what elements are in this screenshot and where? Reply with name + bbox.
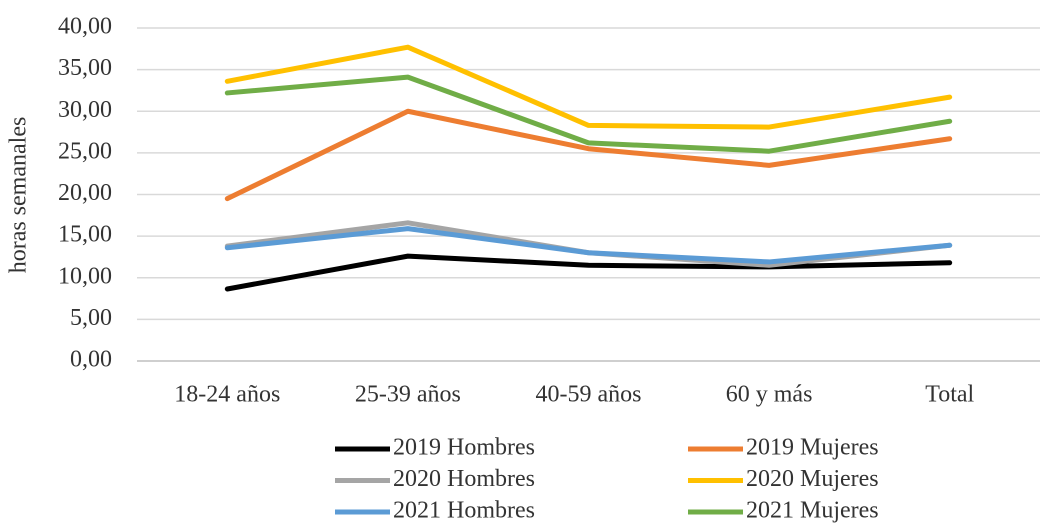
- series-line: [224, 108, 953, 202]
- x-tick-label: 40-59 años: [536, 382, 642, 408]
- y-tick-label: 15,00: [58, 222, 112, 248]
- y-tick-label: 10,00: [58, 263, 112, 289]
- x-tick-label: Total: [925, 382, 974, 408]
- series-line: [224, 220, 953, 268]
- y-tick-label: 20,00: [58, 180, 112, 206]
- series-line: [224, 253, 953, 292]
- series-line: [224, 44, 953, 130]
- series-line: [224, 74, 953, 154]
- legend-label: 2019 Hombres: [393, 435, 535, 461]
- legend-label: 2020 Mujeres: [746, 466, 879, 492]
- legend-label: 2020 Hombres: [393, 466, 535, 492]
- series-line: [224, 226, 953, 265]
- y-tick-label: 25,00: [58, 138, 112, 164]
- x-tick-label: 60 y más: [726, 382, 813, 408]
- y-axis-title: horas semanales: [6, 117, 32, 274]
- legend-label: 2021 Hombres: [393, 498, 535, 524]
- y-tick-label: 5,00: [70, 305, 112, 331]
- y-tick-label: 0,00: [70, 347, 112, 373]
- y-tick-label: 30,00: [58, 97, 112, 123]
- legend-label: 2021 Mujeres: [746, 498, 879, 524]
- legend-label: 2019 Mujeres: [746, 435, 879, 461]
- y-tick-label: 40,00: [58, 14, 112, 40]
- x-tick-label: 25-39 años: [355, 382, 461, 408]
- x-tick-label: 18-24 años: [174, 382, 280, 408]
- y-tick-label: 35,00: [58, 55, 112, 81]
